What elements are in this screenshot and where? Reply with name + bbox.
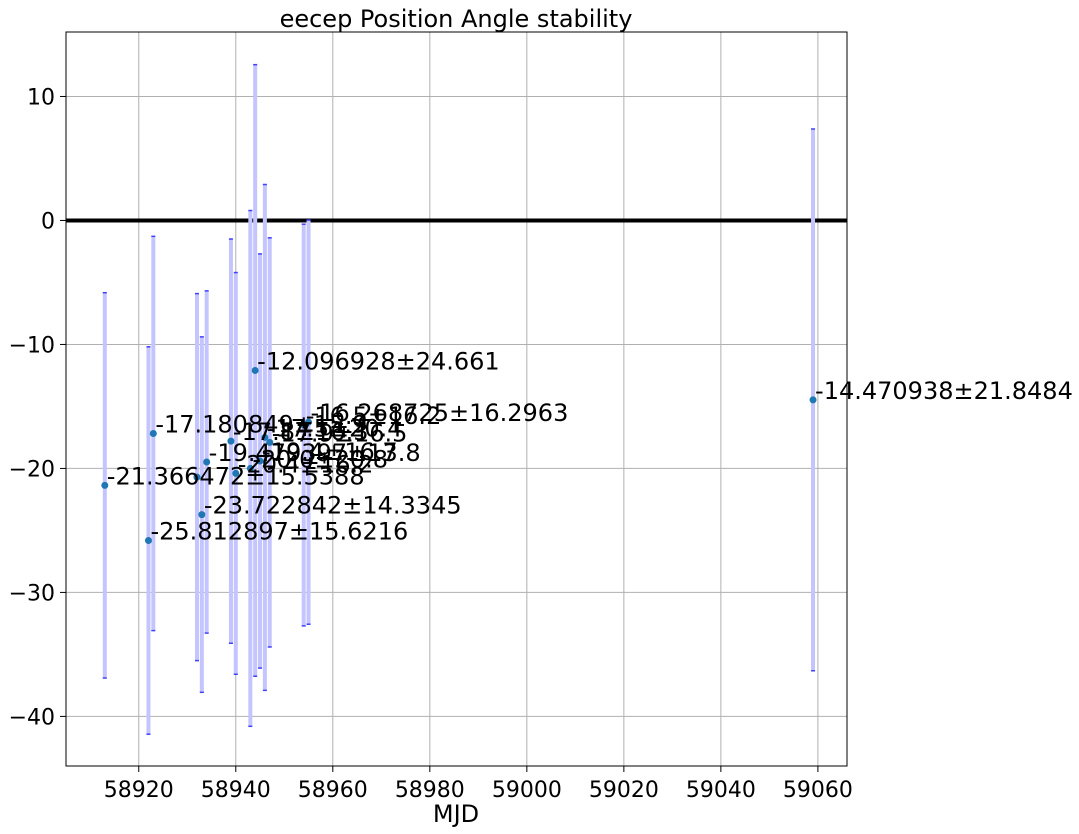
data-point xyxy=(305,418,313,426)
y-axis-ticks: 10 0 −10 −20 −30 −40 xyxy=(9,85,66,730)
y-tick-label: −20 xyxy=(9,457,55,482)
x-tick-label: 59060 xyxy=(783,778,853,803)
data-point xyxy=(227,437,235,445)
data-label: -14.470938±21.8484 xyxy=(815,377,1073,405)
data-point xyxy=(232,469,240,477)
data-label: -16.268725±16.2963 xyxy=(311,399,569,427)
data-label: -17.5±20.4 xyxy=(267,414,403,442)
data-point xyxy=(256,457,264,465)
data-label: -20.4±16.2 xyxy=(238,450,374,478)
x-tick-label: 59020 xyxy=(589,778,659,803)
data-point xyxy=(246,464,254,472)
data-point xyxy=(149,429,157,437)
x-tick-label: 59000 xyxy=(492,778,562,803)
data-point xyxy=(251,366,259,374)
data-point xyxy=(101,481,109,489)
plot-frame xyxy=(65,31,848,767)
data-label: -20.0±20.8 xyxy=(252,445,388,473)
data-label: -21.366472±15.5388 xyxy=(107,462,365,490)
data-label: -17.8±16.3 xyxy=(233,418,369,446)
x-tick-label: 59040 xyxy=(686,778,756,803)
data-labels: -21.366472±15.5388 -25.812897±15.6216 -17.… xyxy=(107,347,1073,545)
data-label: -17.9±16.5 xyxy=(272,419,408,447)
y-tick-label: −30 xyxy=(9,581,55,606)
y-tick-label: −10 xyxy=(9,333,55,358)
data-label: -19.479397±13.8 xyxy=(209,439,421,467)
x-tick-label: 58920 xyxy=(104,778,174,803)
x-axis-ticks: 58920 58940 58960 58980 59000 59020 59040 59060 xyxy=(104,766,853,803)
data-point xyxy=(809,396,817,404)
data-points xyxy=(101,366,817,545)
x-tick-label: 58940 xyxy=(201,778,271,803)
data-point xyxy=(144,537,152,545)
x-tick-label: 58960 xyxy=(298,778,368,803)
chart-title: eecep Position Angle stability xyxy=(280,5,633,33)
y-tick-label: 10 xyxy=(27,85,55,110)
data-label: -12.096928±24.661 xyxy=(257,347,500,375)
y-tick-label: 0 xyxy=(41,209,55,234)
y-tick-label: −40 xyxy=(9,705,55,730)
data-label: -25.812897±15.6216 xyxy=(150,518,408,546)
data-point xyxy=(261,433,269,441)
x-tick-label: 58980 xyxy=(395,778,465,803)
data-label: -17.180849±15.9 xyxy=(155,410,367,438)
data-point xyxy=(198,511,206,519)
data-point xyxy=(203,458,211,466)
data-label: -16.5±16.2 xyxy=(306,402,442,430)
x-axis-title: MJD xyxy=(433,800,479,828)
data-label: -23.722842±14.3345 xyxy=(204,492,462,520)
data-label: -19.4±16.7 xyxy=(262,438,398,466)
data-point xyxy=(266,438,274,446)
data-point xyxy=(193,473,201,481)
